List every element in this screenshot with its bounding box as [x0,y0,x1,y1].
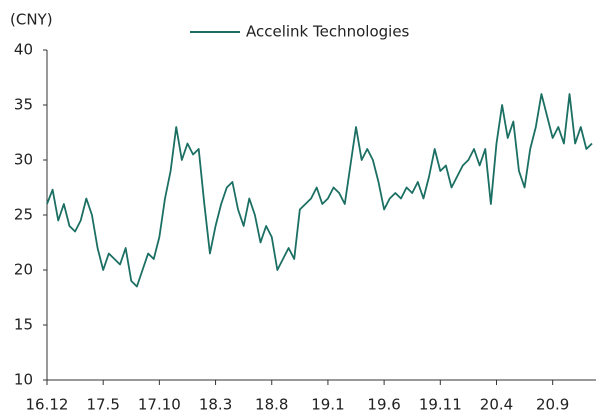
legend-label: Accelink Technologies [246,23,410,41]
x-tick-label: 19.11 [419,396,462,414]
x-tick-label: 18.3 [199,396,232,414]
y-tick-label: 20 [14,261,33,279]
x-tick-label: 17.5 [86,396,119,414]
y-tick-label: 25 [14,206,33,224]
y-tick-label: 15 [14,316,33,334]
x-tick-label: 20.9 [536,396,569,414]
x-tick-label: 16.12 [26,396,69,414]
x-tick-label: 17.10 [138,396,181,414]
y-tick-label: 10 [14,371,33,389]
series-line [46,93,593,288]
x-tick-label: 19.6 [367,396,400,414]
y-axis-label: (CNY) [10,11,53,29]
y-tick-label: 40 [14,41,33,59]
y-tick-label: 30 [14,151,33,169]
y-tick-label: 35 [14,96,33,114]
x-tick-label: 19.1 [311,396,344,414]
x-tick-label: 18.8 [255,396,288,414]
x-tick-label: 20.4 [480,396,513,414]
